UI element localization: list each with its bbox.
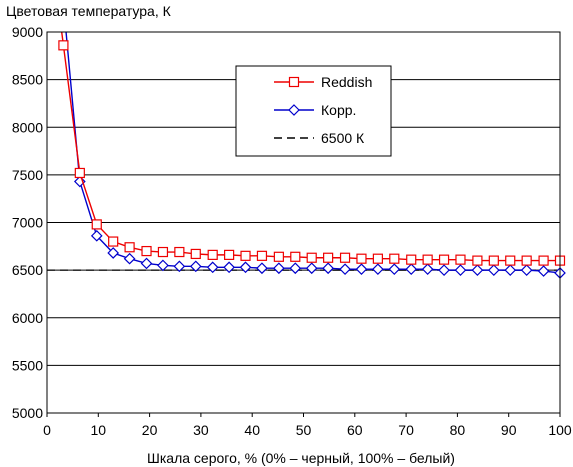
data-point-square [521,255,532,266]
data-point-square [124,242,135,253]
data-point-square [339,252,351,263]
x-tick-label: 30 [193,422,209,438]
data-point-diamond [355,263,368,276]
x-tick-label: 100 [548,422,572,438]
legend-label: Reddish [321,74,372,90]
data-point-diamond [140,257,153,270]
data-point-square [207,249,218,260]
data-point-square [108,236,119,247]
series-1 [65,32,566,279]
data-point-diamond [388,263,401,276]
data-point-diamond [123,252,136,265]
data-point-diamond [239,261,252,274]
data-point-square [58,40,69,51]
data-point-square [505,255,516,266]
x-tick-label: 90 [501,422,517,438]
data-point-diamond [438,264,450,276]
data-point-diamond [421,263,434,276]
data-point-square [422,254,433,265]
data-point-square [372,253,383,264]
x-tick-label: 50 [296,422,312,438]
data-point-diamond [454,264,467,276]
data-point-square [406,254,417,265]
x-tick-label: 60 [347,422,363,438]
data-point-square [455,254,466,265]
data-point-square [538,255,549,266]
x-axis-title: Шкала серого, % (0% – черный, 100% – бел… [147,450,455,466]
data-point-diamond [487,264,500,276]
legend-label: 6500 К [321,130,365,146]
y-tick-label: 9000 [12,24,43,40]
series-0 [58,32,566,266]
data-point-diamond [90,229,103,242]
data-point-square [472,255,483,266]
data-point-diamond [157,259,169,272]
x-tick-label: 80 [450,422,466,438]
y-tick-label: 6500 [12,262,43,278]
data-point-diamond [305,262,318,275]
y-axis-title: Цветовая температура, К [6,3,172,19]
data-point-diamond [206,261,219,274]
x-tick-label: 40 [244,422,260,438]
data-point-square [157,246,169,258]
legend-label: Корр. [321,102,356,118]
data-point-diamond [322,262,334,275]
y-tick-label: 6000 [12,310,43,326]
y-tick-labels: 5000 5500 6000 6500 7000 7500 8000 8500 9000 [12,24,43,421]
data-point-diamond [256,262,268,275]
data-point-diamond [107,247,120,259]
data-point-square [323,252,334,263]
data-point-diamond [339,263,351,276]
data-point-diamond [405,263,418,276]
data-point-diamond [520,264,533,276]
data-point-square [74,167,85,179]
plot-frame [46,31,561,414]
data-point-diamond [173,260,186,273]
data-point-diamond [289,262,302,275]
data-point-square [488,255,499,266]
legend-box [235,65,392,157]
x-tick-label: 10 [91,422,107,438]
data-point-square [224,249,235,260]
data-point-square [174,246,185,258]
data-point-diamond [189,260,202,273]
data-point-square [141,245,152,257]
x-tick-labels: 0 10 20 30 40 50 60 70 80 90 100 [43,413,572,438]
data-point-square [306,252,317,263]
data-point-diamond [223,261,235,274]
data-point-square [290,251,301,262]
legend: Reddish Корр. 6500 К [235,65,392,157]
data-point-square [356,253,367,264]
data-point-diamond [471,264,484,276]
x-tick-label: 70 [398,422,414,438]
y-tick-label: 5000 [12,405,43,421]
data-point-square [91,219,102,230]
y-tick-label: 5500 [12,357,43,373]
y-tick-label: 8000 [12,119,43,135]
y-tick-label: 7000 [12,215,43,231]
data-point-square [240,250,251,261]
data-point-square [288,76,300,88]
data-point-square [389,253,400,264]
data-point-diamond [372,263,384,276]
data-point-diamond [288,104,300,116]
data-point-square [190,248,201,260]
data-point-diamond [273,262,285,275]
data-point-square [438,254,450,265]
series-layer [47,32,566,279]
y-tick-label: 8500 [12,72,43,88]
data-point-square [273,251,284,262]
data-point-square [256,250,268,261]
data-point-diamond [537,265,550,277]
y-tick-label: 7500 [12,167,43,183]
x-tick-label: 20 [142,422,158,438]
x-tick-label: 0 [43,422,51,438]
data-point-diamond [504,264,517,276]
